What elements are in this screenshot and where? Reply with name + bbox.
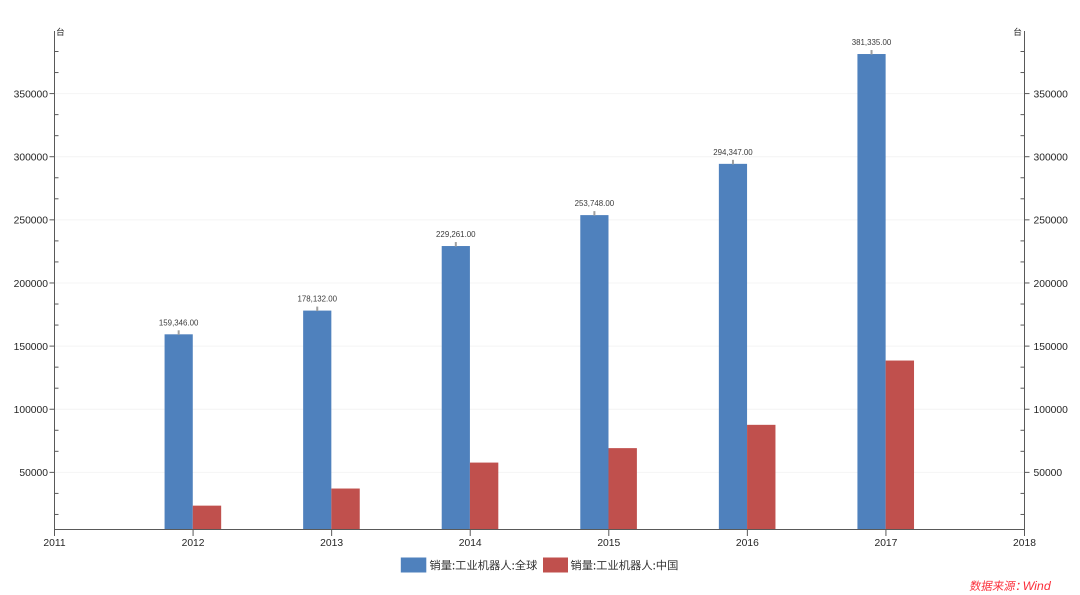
svg-text:2015: 2015	[597, 538, 620, 549]
svg-text:250000: 250000	[1034, 216, 1069, 227]
svg-text:300000: 300000	[14, 153, 49, 164]
svg-text:2011: 2011	[43, 538, 65, 549]
svg-text:300000: 300000	[1034, 153, 1069, 164]
svg-text:200000: 200000	[1034, 279, 1069, 290]
svg-text:178,132.00: 178,132.00	[297, 295, 337, 304]
svg-text:2012: 2012	[182, 538, 205, 549]
svg-text:50000: 50000	[19, 468, 48, 479]
svg-text:381,335.00: 381,335.00	[852, 38, 892, 47]
svg-text:150000: 150000	[14, 342, 49, 353]
svg-text:2014: 2014	[459, 538, 482, 549]
svg-text:350000: 350000	[14, 89, 49, 100]
svg-text:100000: 100000	[1034, 405, 1069, 416]
svg-text:2017: 2017	[874, 538, 897, 549]
svg-text:Wind: Wind	[1023, 579, 1052, 593]
svg-text:50000: 50000	[1034, 468, 1063, 479]
svg-text:100000: 100000	[14, 405, 49, 416]
svg-text:350000: 350000	[1034, 89, 1069, 100]
svg-text:294,347.00: 294,347.00	[713, 148, 753, 157]
svg-text:229,261.00: 229,261.00	[436, 230, 476, 239]
svg-text:150000: 150000	[1034, 342, 1069, 353]
svg-text:200000: 200000	[14, 279, 49, 290]
svg-text:2018: 2018	[1013, 538, 1036, 549]
svg-text:159,346.00: 159,346.00	[159, 318, 199, 327]
svg-text:253,748.00: 253,748.00	[575, 199, 615, 208]
svg-text:2013: 2013	[320, 538, 343, 549]
svg-text:250000: 250000	[14, 216, 49, 227]
svg-text:2016: 2016	[736, 538, 759, 549]
